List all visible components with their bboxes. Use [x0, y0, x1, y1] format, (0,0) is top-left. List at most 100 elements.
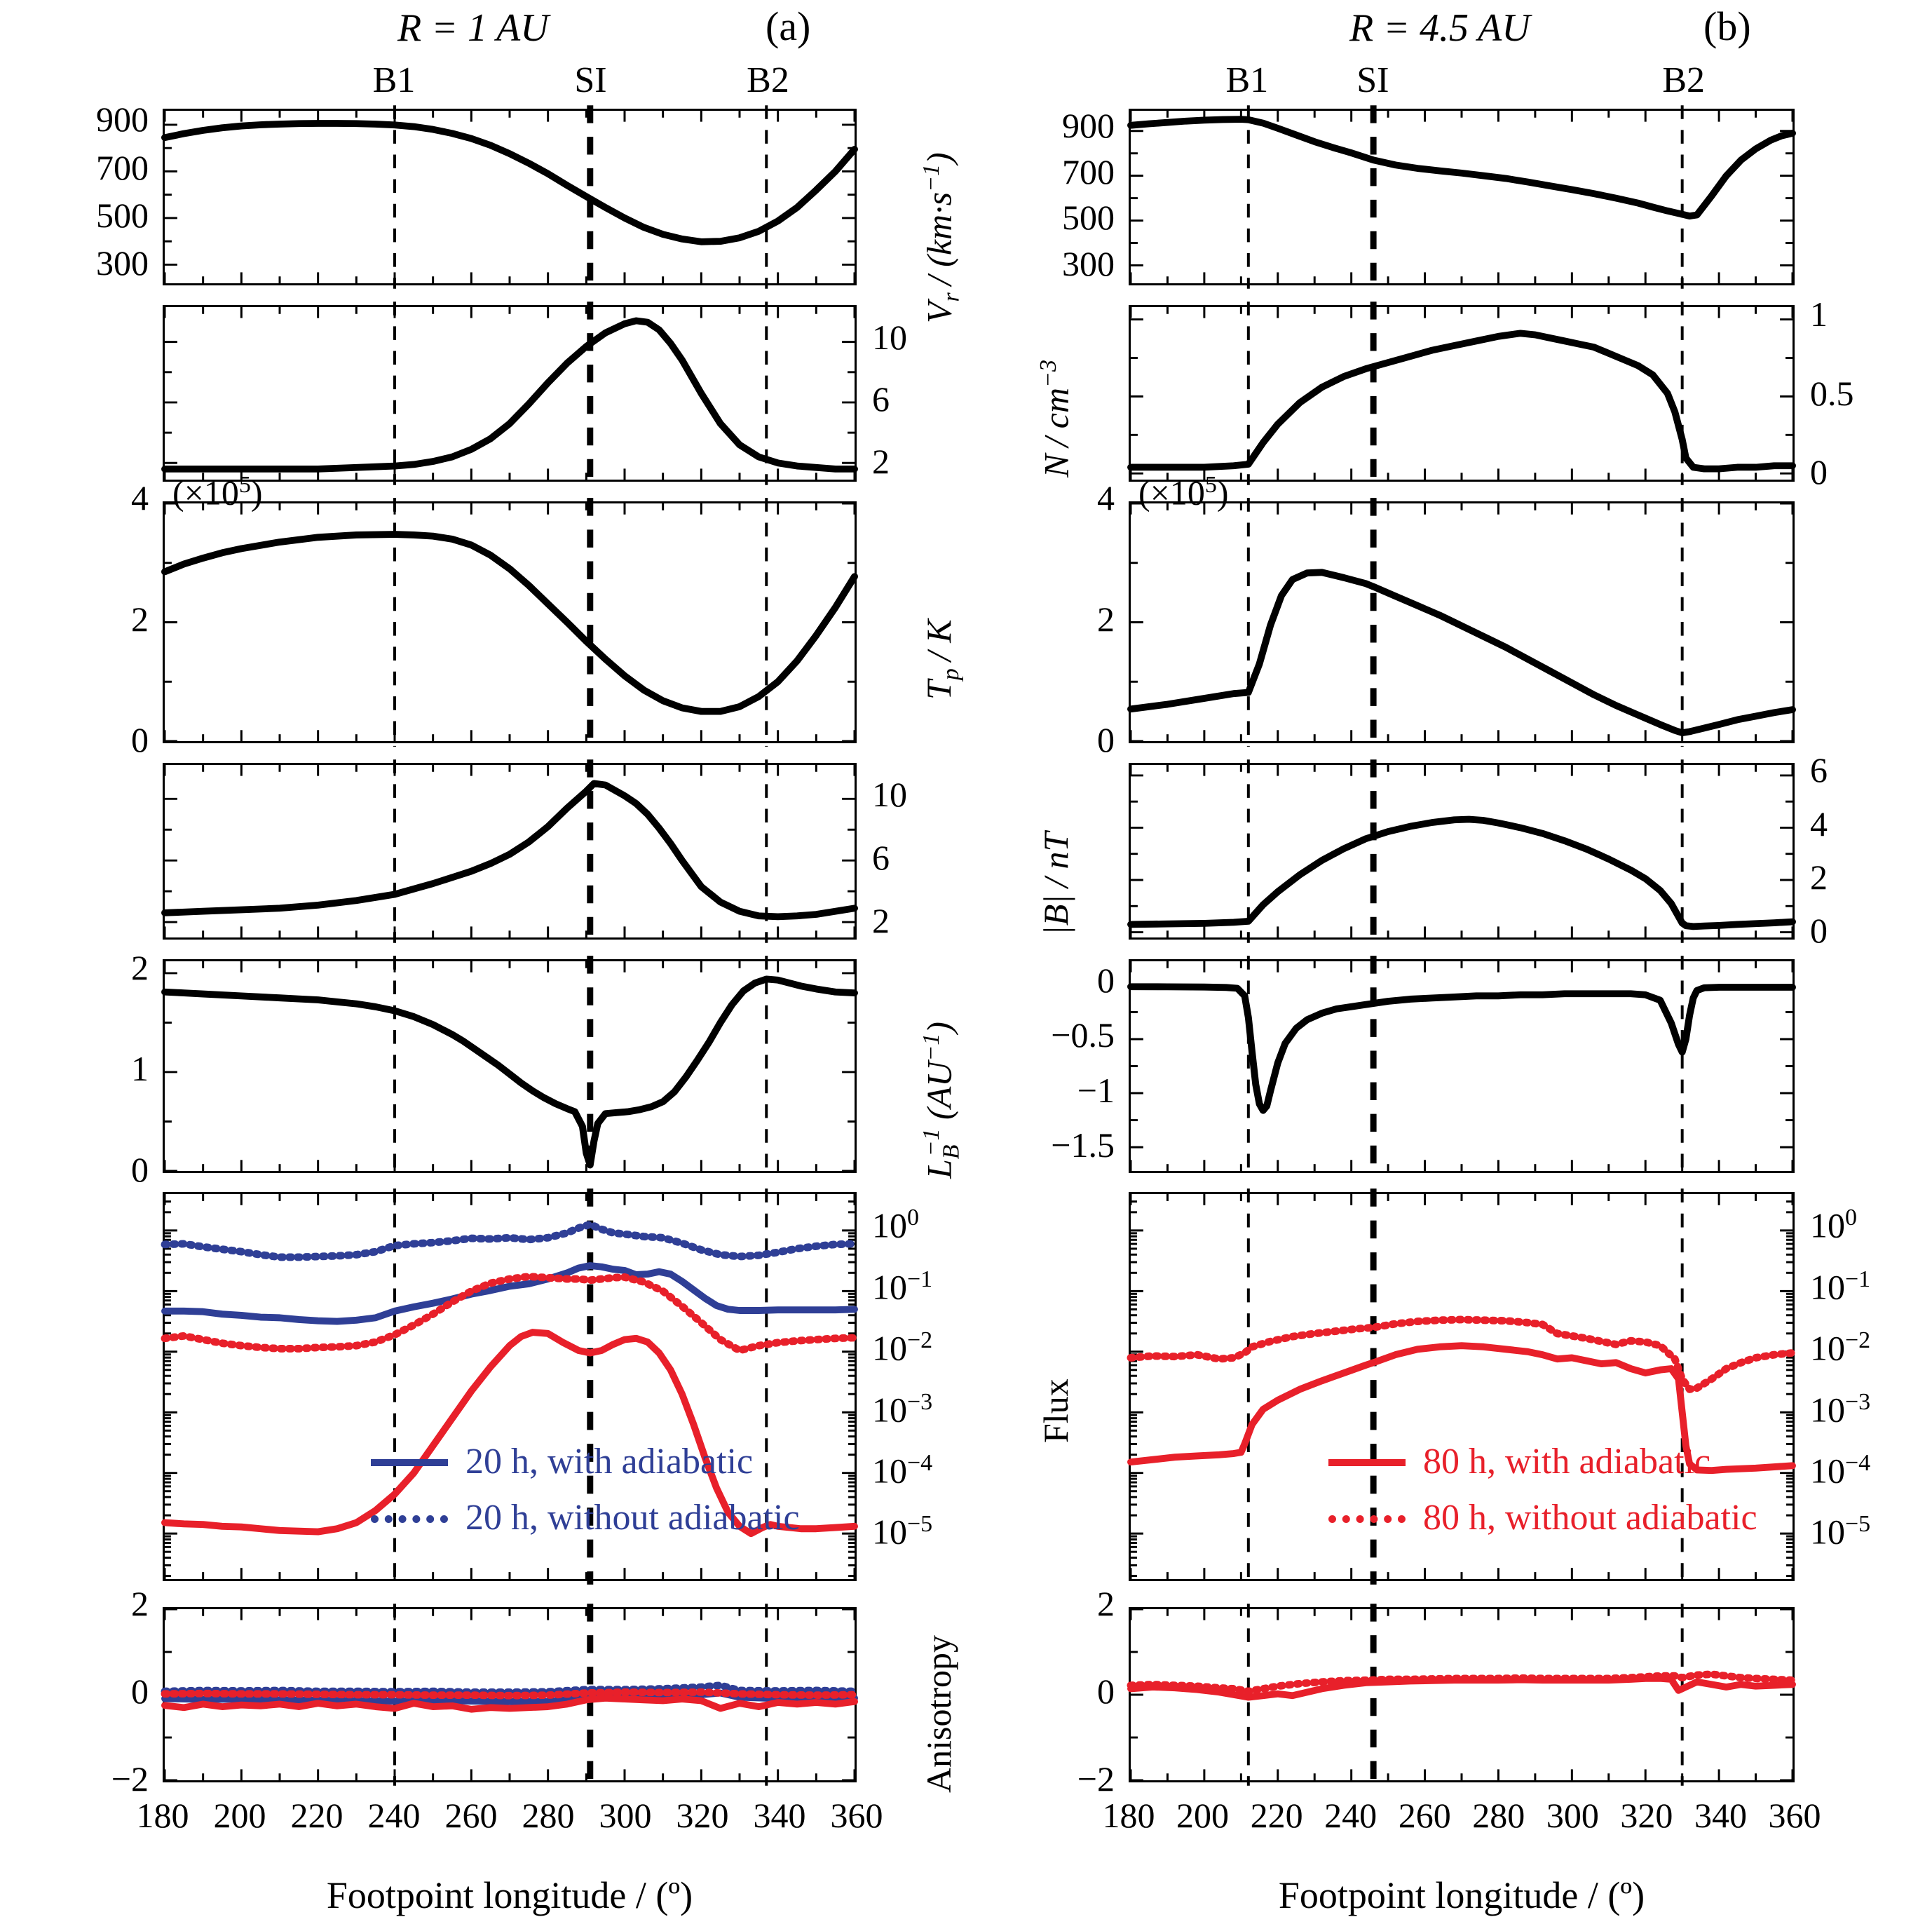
y-tick-label-a-vr: 300 — [96, 243, 149, 283]
y-tick-label-b-flux: 100 — [1810, 1205, 1857, 1246]
y-tick-label-b-lb: 0 — [1097, 960, 1115, 1000]
y-tick-label-a-flux: 10−1 — [872, 1266, 933, 1307]
y-tick-label-b-aniso: 2 — [1097, 1584, 1115, 1623]
legend-label-a-flux-1: 20 h, without adiabatic — [465, 1498, 800, 1538]
x-tick-label: 260 — [444, 1796, 498, 1835]
x-tick-label: 240 — [367, 1796, 421, 1835]
y-tick-label-b-b: 4 — [1810, 804, 1828, 844]
legend-label-b-flux-0: 80 h, with adiabatic — [1423, 1442, 1711, 1482]
x-tick-label: 260 — [1398, 1796, 1451, 1835]
panel-b-b — [1127, 759, 1796, 943]
x-tick-label: 280 — [522, 1796, 575, 1835]
y-tick-label-a-b: 6 — [872, 837, 890, 877]
column-title-b: R = 4.5 AU — [1349, 6, 1530, 50]
y-tick-label-a-tp: 2 — [131, 599, 149, 639]
x-tick-label: 340 — [1694, 1796, 1747, 1835]
x-tick-label: 300 — [599, 1796, 652, 1835]
y-tick-label-a-n: 2 — [872, 441, 890, 481]
y-tick-label-b-vr: 500 — [1062, 198, 1115, 238]
y-tick-label-b-vr: 900 — [1062, 106, 1115, 146]
y-tick-label-a-b: 2 — [872, 900, 890, 940]
panel-a-b — [161, 759, 858, 943]
y-axis-label-b-lb: LB−1 (AU−1) — [918, 1021, 965, 1179]
legend-swatch-b-flux-1 — [1328, 1515, 1406, 1523]
x-tick-label: 320 — [1620, 1796, 1673, 1835]
panel-b-n — [1127, 302, 1796, 485]
panel-b-flux — [1127, 1188, 1797, 1585]
y-tick-label-a-lb: 0 — [131, 1150, 149, 1189]
y-tick-label-b-flux: 10−3 — [1810, 1388, 1871, 1430]
marker-label-b2-a: B2 — [747, 60, 789, 100]
y-tick-label-b-b: 6 — [1810, 750, 1828, 790]
y-tick-label-b-aniso: 0 — [1097, 1672, 1115, 1711]
y-tick-label-a-vr: 700 — [96, 147, 149, 187]
panel-a-tp — [161, 498, 858, 747]
x-axis-label-a: Footpoint longitude / (º) — [326, 1874, 693, 1916]
panel-b-aniso — [1127, 1604, 1797, 1786]
y-tick-label-a-flux: 10−3 — [872, 1388, 933, 1430]
y-tick-label-a-lb: 2 — [131, 948, 149, 988]
y-tick-label-a-n: 6 — [872, 379, 890, 419]
y-tick-label-a-b: 10 — [872, 774, 907, 814]
y-tick-label-b-tp: 0 — [1097, 720, 1115, 759]
y-tick-label-a-vr: 500 — [96, 195, 149, 235]
y-tick-label-a-aniso: 2 — [131, 1584, 149, 1623]
y-tick-label-b-lb: −1.5 — [1051, 1125, 1115, 1165]
y-axis-label-a-b: |B| / nT — [1036, 832, 1075, 935]
axis-multiplier-a-tp: (×105) — [172, 472, 263, 513]
x-tick-label: 360 — [830, 1796, 883, 1835]
y-tick-label-b-vr: 700 — [1062, 151, 1115, 191]
y-tick-label-b-flux: 10−1 — [1810, 1266, 1871, 1307]
column-letter-b: (b) — [1703, 4, 1751, 49]
y-tick-label-b-tp: 2 — [1097, 599, 1115, 639]
y-tick-label-b-b: 0 — [1810, 911, 1828, 951]
axis-multiplier-b-tp: (×105) — [1138, 472, 1229, 513]
y-tick-label-a-vr: 900 — [96, 100, 149, 140]
marker-label-b1-a: B1 — [372, 60, 416, 100]
panel-a-flux — [161, 1188, 859, 1585]
x-tick-label: 220 — [290, 1796, 343, 1835]
panel-b-lb — [1127, 956, 1796, 1177]
x-tick-label: 220 — [1250, 1796, 1303, 1835]
y-tick-label-a-flux: 10−4 — [872, 1450, 933, 1491]
x-tick-label: 340 — [753, 1796, 806, 1835]
legend-swatch-a-flux-0 — [371, 1459, 448, 1466]
y-tick-label-b-flux: 10−5 — [1810, 1511, 1871, 1552]
x-tick-label: 300 — [1546, 1796, 1599, 1835]
panel-a-lb — [161, 956, 858, 1177]
y-tick-label-b-flux: 10−4 — [1810, 1450, 1871, 1491]
marker-label-si-b: SI — [1356, 60, 1389, 100]
y-tick-label-b-aniso: −2 — [1077, 1759, 1115, 1799]
y-tick-label-b-vr: 300 — [1062, 243, 1115, 283]
y-tick-label-a-flux: 10−2 — [872, 1327, 933, 1368]
y-tick-label-a-tp: 4 — [131, 478, 149, 517]
y-tick-label-b-n: 0.5 — [1810, 373, 1854, 413]
marker-label-b2-b: B2 — [1662, 60, 1705, 100]
x-tick-label: 180 — [1102, 1796, 1155, 1835]
column-letter-a: (a) — [766, 4, 811, 49]
x-tick-label: 240 — [1324, 1796, 1377, 1835]
y-tick-label-a-tp: 0 — [131, 720, 149, 759]
legend-label-a-flux-0: 20 h, with adiabatic — [465, 1442, 754, 1482]
y-tick-label-b-n: 0 — [1810, 452, 1828, 492]
legend-label-b-flux-1: 80 h, without adiabatic — [1423, 1498, 1757, 1538]
y-axis-label-a-flux: Flux — [1036, 1378, 1075, 1443]
panel-a-aniso — [161, 1604, 859, 1786]
y-tick-label-a-flux: 100 — [872, 1205, 919, 1246]
y-tick-label-a-aniso: 0 — [131, 1672, 149, 1711]
y-tick-label-b-lb: −1 — [1077, 1070, 1115, 1110]
x-tick-label: 200 — [213, 1796, 266, 1835]
x-tick-label: 360 — [1768, 1796, 1821, 1835]
y-tick-label-b-tp: 4 — [1097, 478, 1115, 517]
y-tick-label-a-aniso: −2 — [111, 1759, 149, 1799]
y-axis-label-a-n: N / cm−3 — [1035, 359, 1076, 477]
marker-label-b1-b: B1 — [1225, 60, 1269, 100]
x-tick-label: 200 — [1176, 1796, 1230, 1835]
panel-b-vr — [1127, 105, 1796, 289]
y-axis-label-b-tp: Tp / K — [919, 618, 964, 700]
y-axis-label-b-aniso: Anisotropy — [919, 1635, 958, 1793]
y-tick-label-b-flux: 10−2 — [1810, 1327, 1871, 1368]
x-tick-label: 320 — [676, 1796, 729, 1835]
y-axis-label-b-vr: Vr / (km·s−1) — [918, 152, 965, 323]
